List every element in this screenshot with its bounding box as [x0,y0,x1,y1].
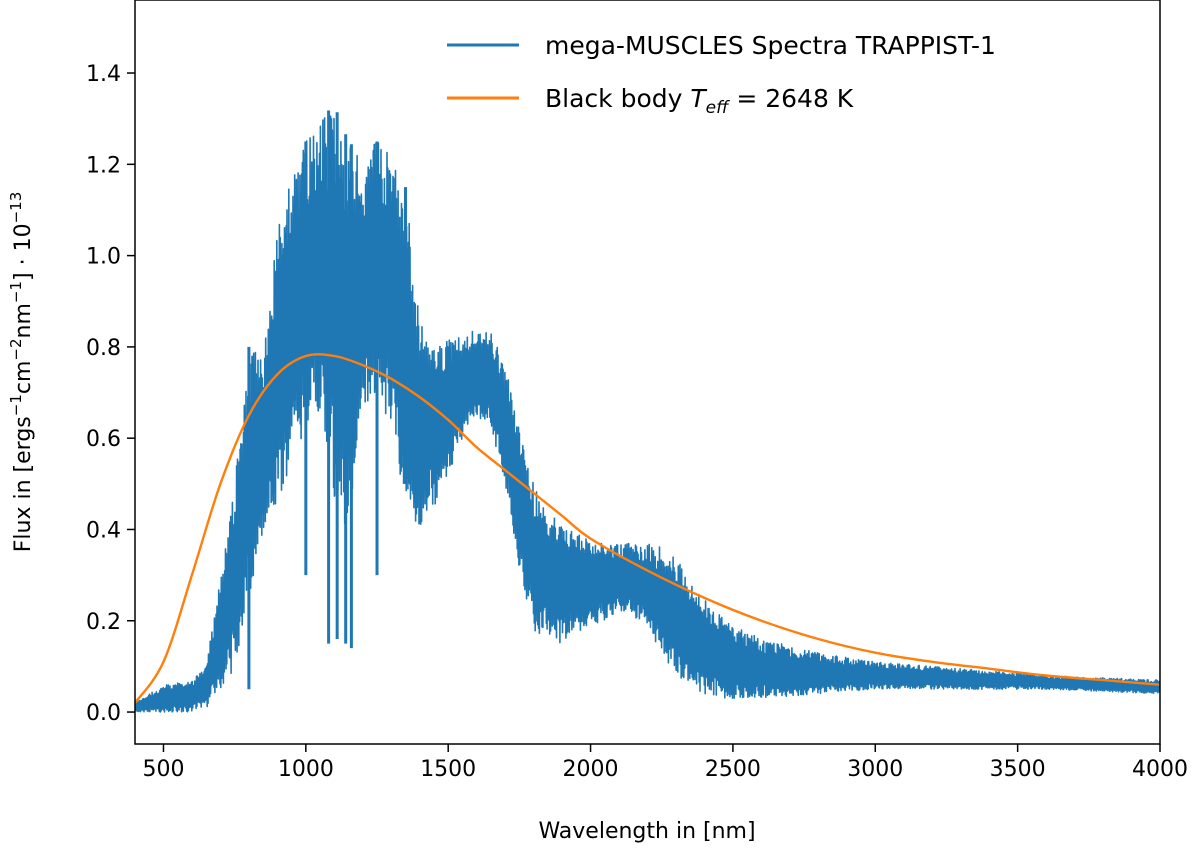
plot-frame [134,0,1161,745]
x-tick-label: 2500 [705,757,761,782]
legend-blackbody-suffix: = 2648 K [728,84,853,113]
x-tick-label: 500 [142,757,184,782]
y-tick-label: 0.8 [86,336,121,361]
spectrum-series-line [135,115,1160,713]
y-label-exp2: −2 [7,338,25,360]
x-tick-label: 1500 [420,757,476,782]
legend-label-spectrum: mega-MUSCLES Spectra TRAPPIST-1 [545,31,996,60]
y-tick-label: 0.0 [86,701,121,726]
y-tick-label: 0.2 [86,610,121,635]
x-tick-label: 4000 [1132,757,1188,782]
legend-blackbody-prefix: Black body [545,84,690,113]
y-tick-label: 1.4 [86,62,121,87]
plot-area [134,0,1161,745]
series-layer [135,110,1160,713]
legend-label-blackbody: Black body Teff = 2648 K [545,84,854,118]
y-tick-label: 1.2 [86,153,121,178]
y-label-close: ] · 10 [11,223,36,281]
y-label-flux: Flux in [ergs [11,416,36,552]
y-label-exp4: −13 [7,192,25,224]
legend-blackbody-subscript: eff [706,98,730,118]
x-tick-label: 3000 [847,757,903,782]
x-tick-label: 2000 [563,757,619,782]
y-tick-label: 0.4 [86,518,121,543]
y-tick-label: 0.6 [86,427,121,452]
y-label-cm: cm [11,361,36,395]
y-axis-label: Flux in [ergs−1cm−2nm−1] · 10−13 [7,192,36,552]
y-axis: 0.0 0.2 0.4 0.6 0.8 1.0 1.2 1.4 [86,62,135,726]
x-tick-label: 1000 [278,757,334,782]
x-axis: 500 1000 1500 2000 2500 3000 3500 4000 [142,744,1188,782]
y-label-exp3: −1 [7,281,25,303]
legend-blackbody-symbol: T [690,84,707,113]
y-label-exp1: −1 [7,394,25,416]
x-axis-label: Wavelength in [nm] [538,819,755,844]
blackbody-series-line [135,353,1160,704]
legend: mega-MUSCLES Spectra TRAPPIST-1 Black bo… [447,31,996,118]
y-tick-label: 1.0 [86,245,121,270]
x-tick-label: 3500 [990,757,1046,782]
y-label-nm: nm [11,303,36,338]
